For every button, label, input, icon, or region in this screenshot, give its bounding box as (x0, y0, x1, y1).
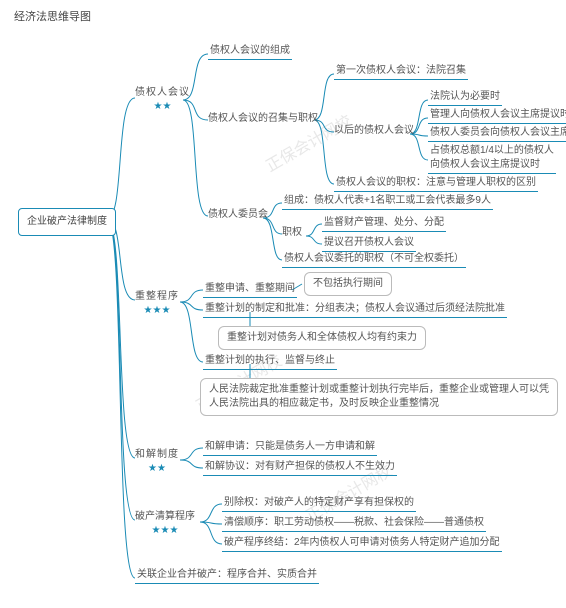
branch-label: 债权人会议 (135, 86, 190, 100)
note-exclude-execution: 不包括执行期间 (304, 272, 392, 296)
note-court-ruling: 人民法院裁定批准重整计划或重整计划执行完毕后，重整企业或管理人可以凭 人民法院出… (200, 378, 558, 416)
branch-label: 重整程序 (135, 290, 179, 304)
leaf-supervise-property: 监督财产管理、处分、分配 (322, 216, 446, 232)
branch-label: 破产清算程序 (135, 510, 195, 524)
leaf-propose-meeting: 提议召开债权人会议 (322, 236, 416, 252)
node-creditors-committee: 债权人委员会 (208, 208, 268, 222)
leaf-meeting-composition: 债权人会议的组成 (208, 44, 292, 60)
node-later-meetings: 以后的债权人会议 (334, 124, 414, 138)
root-node: 企业破产法律制度 (18, 208, 116, 236)
node-committee-powers: 职权 (282, 226, 302, 240)
leaf-separate-right: 别除权：对破产人的特定财产享有担保权的 (222, 496, 416, 512)
branch-label: 和解制度 (135, 448, 179, 462)
leaf-repay-order: 清偿顺序：职工劳动债权——税款、社会保险——普通债权 (222, 516, 486, 532)
leaf-bankruptcy-end: 破产程序终结：2年内债权人可申请对债务人特定财产追加分配 (222, 536, 502, 552)
leaf-committee-composition: 组成：债权人代表+1名职工或工会代表最多9人 (282, 194, 493, 210)
leaf-court-necessary: 法院认为必要时 (428, 90, 502, 106)
stars-icon: ★★ (135, 102, 190, 112)
leaf-entrusted-powers: 债权人会议委托的职权（不可全权委托） (282, 252, 466, 268)
leaf-meeting-powers: 债权人会议的职权：注意与管理人职权的区别 (334, 176, 538, 192)
leaf-reorg-apply: 重整申请、重整期间 (203, 282, 297, 298)
page-title: 经济法思维导图 (14, 8, 91, 24)
leaf-reorg-execute: 重整计划的执行、监督与终止 (203, 354, 337, 370)
note-plan-binding: 重整计划对债务人和全体债权人均有约束力 (218, 326, 426, 350)
branch-reconciliation: 和解制度 ★★ (135, 448, 179, 474)
leaf-reconcile-apply: 和解申请：只能是债务人一方申请和解 (203, 440, 377, 456)
leaf-reconcile-agreement: 和解协议：对有财产担保的债权人不生效力 (203, 460, 397, 476)
branch-creditors-meeting: 债权人会议 ★★ (135, 86, 190, 112)
branch-affiliated: 关联企业合并破产：程序合并、实质合并 (135, 568, 319, 584)
leaf-committee-propose: 债权人委员会向债权人会议主席提议时 (428, 126, 566, 142)
leaf-reorg-plan-approve: 重整计划的制定和批准：分组表决；债权人会议通过后须经法院批准 (203, 302, 507, 318)
branch-reorganization: 重整程序 ★★★ (135, 290, 179, 316)
leaf-admin-propose: 管理人向债权人会议主席提议时 (428, 108, 566, 124)
leaf-quarter-creditors: 占债权总额1/4以上的债权人 向债权人会议主席提议时 (428, 144, 556, 174)
root-label: 企业破产法律制度 (27, 216, 107, 227)
leaf-first-meeting: 第一次债权人会议：法院召集 (334, 64, 468, 80)
stars-icon: ★★★ (135, 306, 179, 316)
stars-icon: ★★ (135, 464, 179, 474)
branch-liquidation: 破产清算程序 ★★★ (135, 510, 195, 536)
node-meeting-convene: 债权人会议的召集与职权 (208, 112, 318, 126)
stars-icon: ★★★ (135, 526, 195, 536)
